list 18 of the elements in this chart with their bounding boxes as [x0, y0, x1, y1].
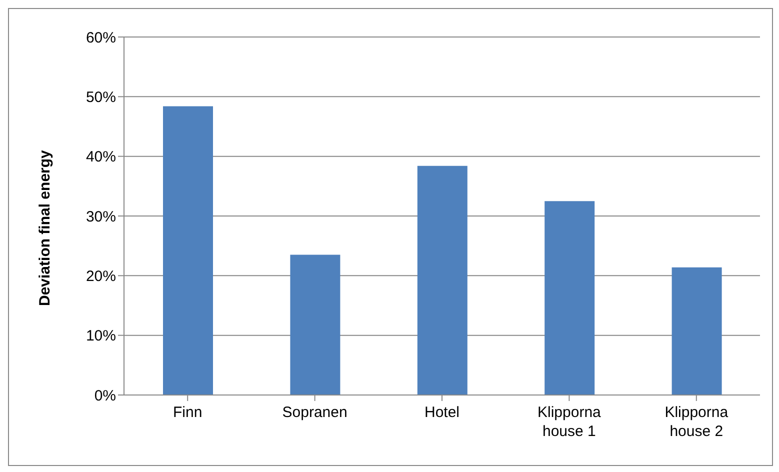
bar — [672, 267, 722, 395]
bar — [544, 201, 595, 395]
y-tick-label: 50% — [86, 88, 116, 106]
x-tick-label: Finn — [173, 404, 202, 421]
y-tick-label: 40% — [86, 148, 116, 166]
y-tick-label: 30% — [86, 208, 116, 226]
x-tick-label: Hotel — [424, 404, 460, 421]
x-tick-label: Klipporna house 1 — [538, 404, 602, 440]
x-tick-label: Sopranen — [282, 404, 348, 421]
x-tick-label: Klipporna house 2 — [664, 404, 729, 440]
y-tick-label: 20% — [86, 268, 116, 285]
bar — [163, 106, 213, 395]
y-axis-title: Deviation final energy — [36, 149, 54, 306]
bar — [417, 166, 468, 395]
y-tick-label: 60% — [86, 29, 116, 46]
bar — [290, 254, 340, 395]
y-tick-label: 0% — [94, 387, 116, 404]
y-tick-label: 10% — [86, 328, 116, 345]
